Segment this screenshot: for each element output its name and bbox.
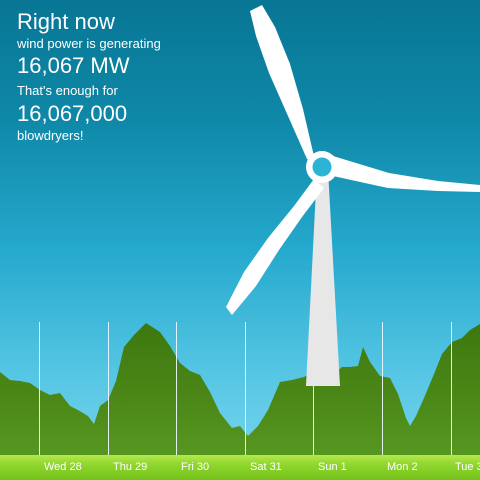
day-label-wed-28: Wed 28	[44, 461, 82, 473]
turbine-blade-top	[250, 5, 316, 165]
day-label-sat-31: Sat 31	[250, 461, 282, 473]
generation-area-chart	[0, 323, 480, 455]
day-label-thu-29: Thu 29	[113, 461, 148, 473]
day-label-sun-1: Sun 1	[318, 461, 347, 473]
turbine-hub-inner	[312, 157, 332, 177]
day-label-fri-30: Fri 30	[181, 461, 210, 473]
power-output-value: 16,067 MW	[17, 53, 130, 78]
generation-summary: Right now wind power is generating 16,06…	[17, 8, 227, 144]
day-label-tue-3: Tue 3	[455, 461, 480, 473]
comparison-label: That's enough for	[17, 83, 118, 98]
equivalent-count-value: 16,067,000	[17, 101, 128, 126]
day-dividers	[39, 322, 452, 455]
right-now-heading: Right now	[17, 9, 115, 34]
wind-turbine-icon	[226, 5, 480, 386]
turbine-blade-left	[226, 179, 324, 315]
generation-label: wind power is generating	[17, 36, 161, 51]
turbine-tower	[306, 170, 340, 386]
equivalent-item-label: blowdryers!	[17, 128, 84, 143]
day-label-mon-2: Mon 2	[387, 461, 418, 473]
timeline-strip	[0, 455, 480, 480]
turbine-blade-right	[333, 156, 480, 192]
